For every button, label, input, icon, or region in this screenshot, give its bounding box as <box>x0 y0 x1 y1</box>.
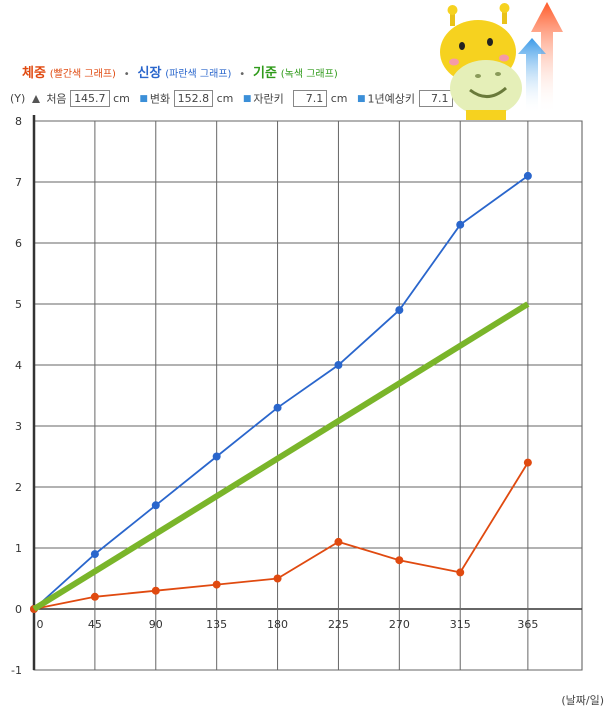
y-tick-label: 5 <box>15 298 22 311</box>
y-tick-label: 6 <box>15 237 22 250</box>
chart-grid <box>33 120 583 671</box>
forecast-label: 1년예상키 <box>367 92 416 106</box>
y-tick-label: 0 <box>15 603 22 616</box>
data-point <box>212 452 221 461</box>
data-point <box>151 501 160 510</box>
plot-frame <box>33 120 583 671</box>
bullet-icon: ■ <box>139 93 148 104</box>
growth-label: 자란키 <box>253 92 284 106</box>
x-tick-label: 0 <box>37 618 44 631</box>
data-point <box>273 403 282 412</box>
arrow-up-icon <box>31 94 40 103</box>
data-point <box>523 458 532 467</box>
data-point <box>395 556 404 565</box>
data-point <box>212 580 221 589</box>
chart-series <box>30 171 532 613</box>
x-tick-label: 225 <box>328 618 349 631</box>
y-tick-label: 3 <box>15 420 22 433</box>
series-line-weight <box>33 462 529 610</box>
x-tick-label: 135 <box>206 618 227 631</box>
info-bar: (Y) 처음 145.7 cm ■ 변화 152.8 cm ■ 자란키 7.1 cm… <box>10 90 473 107</box>
data-point <box>456 220 465 229</box>
x-tick-label: 365 <box>517 618 538 631</box>
legend-weight-label: 체중 <box>22 66 46 81</box>
data-point <box>334 537 343 546</box>
y-tick-label: -1 <box>11 664 22 677</box>
y-axis-labels: 8 7 6 5 4 3 2 1 0 -1 <box>11 115 22 677</box>
x-axis-labels: 0 45 90 135 180 225 270 315 365 <box>37 618 539 631</box>
y-tick-label: 2 <box>15 481 22 494</box>
series-line-height <box>33 175 529 610</box>
change-label: 변화 <box>149 92 171 106</box>
growth-value-field: 7.1 <box>293 90 328 107</box>
legend-height-label: 신장 <box>137 66 162 81</box>
initial-unit: cm <box>113 92 130 105</box>
legend-separator: • <box>123 69 130 80</box>
y-tick-label: 8 <box>15 115 22 128</box>
forecast-value-field: 7.1 <box>418 90 453 107</box>
data-point <box>30 605 38 613</box>
data-point <box>523 171 532 180</box>
legend: 체중 (빨간색 그래프) • 신장 (파란색 그래프) • 기준 (녹색 그래프… <box>22 62 338 81</box>
x-tick-label: 315 <box>450 618 471 631</box>
y-tick-label: 1 <box>15 542 22 555</box>
growth-unit: cm <box>330 92 348 105</box>
change-unit: cm <box>216 92 234 105</box>
data-point <box>151 586 160 595</box>
x-tick-label: 90 <box>149 618 163 631</box>
data-point <box>456 568 465 577</box>
bullet-icon: ■ <box>242 93 252 104</box>
data-point <box>334 361 343 369</box>
x-axis-unit-label: (날짜/일) <box>561 694 604 707</box>
data-point <box>30 605 38 613</box>
change-value-field: 152.8 <box>173 90 214 107</box>
x-tick-label: 180 <box>267 618 288 631</box>
legend-weight-sub: (빨간색 그래프) <box>49 69 116 80</box>
legend-height-sub: (파란색 그래프) <box>165 69 232 80</box>
y-axis-label: (Y) <box>10 92 26 105</box>
legend-separator: • <box>239 69 246 80</box>
x-tick-label: 45 <box>88 618 102 631</box>
initial-value-field: 145.7 <box>70 90 110 107</box>
data-point <box>90 550 99 559</box>
series-line-standard <box>32 301 530 612</box>
x-tick-label: 270 <box>389 618 410 631</box>
y-tick-label: 4 <box>15 359 22 372</box>
initial-label: 처음 <box>46 92 67 106</box>
bullet-icon: ■ <box>357 93 366 104</box>
legend-standard-label: 기준 <box>253 66 277 81</box>
data-point <box>90 592 99 601</box>
legend-standard-sub: (녹색 그래프) <box>280 69 338 80</box>
y-tick-label: 7 <box>15 176 22 189</box>
giraffe-mascot-icon <box>440 2 563 120</box>
data-point <box>273 574 282 583</box>
data-point <box>395 306 404 315</box>
